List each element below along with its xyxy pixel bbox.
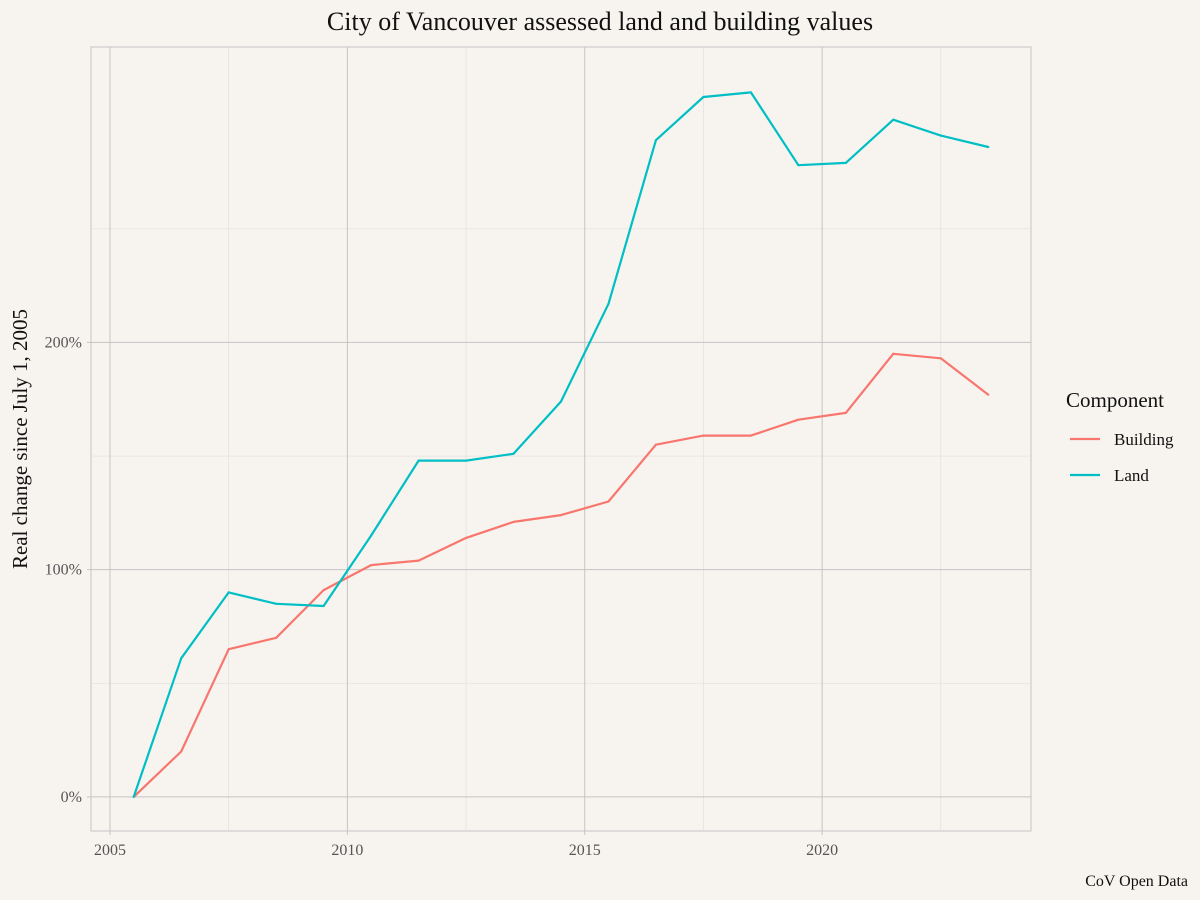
data-point-land: [749, 91, 752, 94]
data-point-building: [797, 418, 800, 421]
data-point-building: [559, 514, 563, 517]
y-tick-label: 0%: [61, 789, 82, 806]
legend-title: Component: [1066, 388, 1164, 412]
data-point-land: [559, 400, 563, 403]
major-gridlines: [91, 47, 1031, 831]
legend-label-land: Land: [1114, 466, 1149, 485]
data-point-building: [275, 636, 278, 639]
x-axis: 2005 2010 2015 2020: [94, 831, 838, 859]
x-tick-label: 2015: [569, 842, 601, 859]
data-point-building: [939, 357, 942, 360]
data-point-land: [797, 164, 800, 167]
data-point-land: [844, 161, 847, 164]
data-point-land: [370, 534, 373, 537]
data-point-building: [987, 393, 990, 396]
legend-label-building: Building: [1114, 430, 1174, 449]
data-point-building: [702, 434, 705, 437]
data-point-land: [132, 795, 135, 799]
data-point-building: [417, 559, 420, 562]
plot-panel-background: [90, 46, 1032, 832]
data-point-building: [749, 434, 752, 437]
data-point-land: [892, 118, 895, 121]
data-point-building: [322, 589, 325, 592]
data-point-land: [180, 657, 183, 660]
data-point-land: [607, 302, 610, 305]
minor-gridlines: [91, 47, 1031, 831]
data-point-land: [702, 95, 705, 99]
y-tick-label: 100%: [45, 562, 82, 579]
x-tick-label: 2020: [806, 842, 838, 859]
x-tick-label: 2010: [331, 842, 363, 859]
x-tick-label: 2005: [94, 842, 126, 859]
data-point-land: [464, 459, 468, 462]
data-point-land: [275, 602, 278, 605]
data-point-building: [512, 520, 515, 524]
caption: CoV Open Data: [1085, 873, 1188, 890]
data-point-building: [370, 564, 373, 567]
data-point-land: [987, 145, 990, 149]
data-point-building: [464, 536, 468, 539]
data-point-building: [654, 443, 658, 446]
data-point-building: [180, 750, 183, 753]
data-point-building: [227, 648, 230, 651]
data-point-building: [844, 411, 847, 414]
data-point-land: [227, 591, 230, 594]
data-point-land: [654, 139, 658, 142]
data-point-land: [512, 452, 515, 455]
data-point-building: [607, 500, 610, 503]
data-point-building: [892, 352, 895, 355]
chart-title: City of Vancouver assessed land and buil…: [327, 7, 873, 36]
y-axis: 0% 100% 200%: [45, 334, 91, 806]
data-point-land: [939, 134, 942, 137]
plot-panel: [90, 46, 1032, 832]
legend: Component Building Land: [1066, 388, 1174, 485]
y-tick-label: 200%: [45, 334, 82, 351]
data-point-land: [322, 604, 325, 608]
series-lines: [132, 91, 990, 799]
y-axis-title: Real change since July 1, 2005: [8, 309, 32, 569]
data-point-land: [417, 459, 420, 462]
